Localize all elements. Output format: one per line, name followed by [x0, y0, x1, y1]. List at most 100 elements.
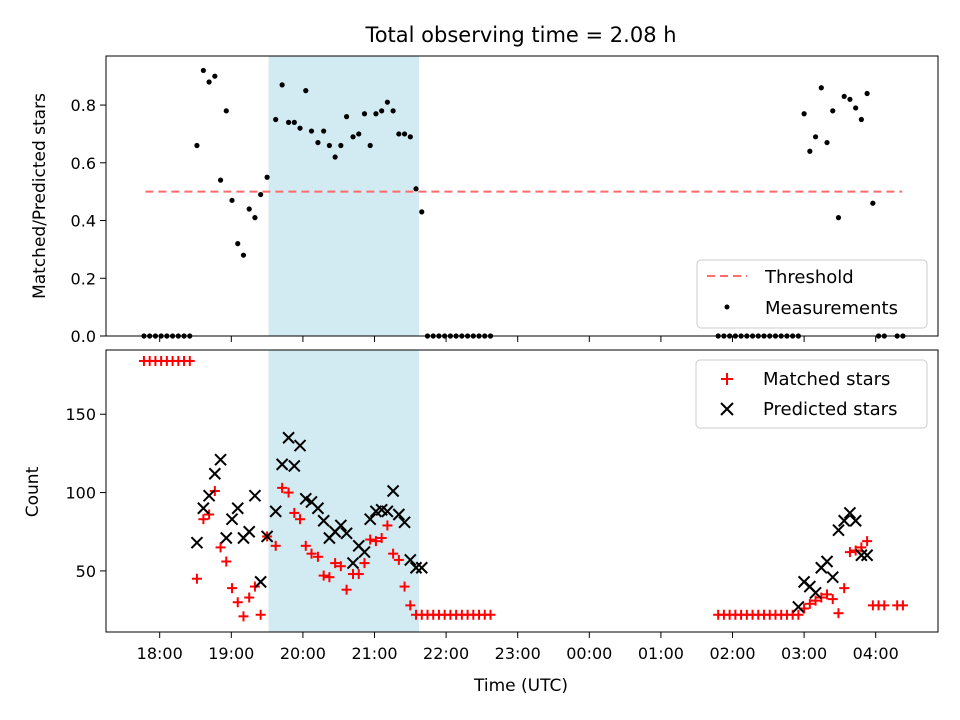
measurement-point: [396, 131, 402, 137]
measurement-point: [326, 142, 332, 149]
predicted-point: [363, 512, 377, 526]
matched-point: [335, 561, 346, 572]
bottom-panel: 50 100 150 18:00 19:00 20:00 21:00 22:00 23:00 0…: [23, 349, 939, 663]
bottom-y-tick-label: 150: [65, 405, 96, 424]
measurement-point: [853, 105, 859, 111]
measurement-point: [812, 134, 819, 140]
matched-point: [365, 534, 376, 545]
measurement-point: [841, 93, 847, 100]
measurement-point: [258, 191, 264, 198]
measurement-point: [413, 186, 419, 192]
measurement-point: [229, 197, 235, 203]
x-axis-label: Time (UTC): [473, 676, 568, 696]
predicted-point: [409, 561, 423, 574]
matched-point: [822, 589, 833, 600]
x-tick-label: 23:00: [495, 644, 541, 663]
measurement-point: [343, 114, 350, 120]
predicted-point: [837, 514, 851, 527]
matched-point: [405, 600, 416, 611]
top-y-tick-label: 0.6: [71, 154, 96, 173]
chart-title: Total observing time = 2.08 h: [364, 23, 676, 47]
matched-point: [793, 609, 804, 620]
predicted-point: [860, 549, 874, 562]
measurement-point: [194, 142, 200, 149]
predicted-point: [849, 514, 862, 527]
matched-point: [255, 609, 266, 620]
predicted-point: [242, 525, 256, 538]
predicted-point: [282, 431, 295, 444]
measurement-point: [235, 241, 241, 247]
matched-point: [215, 542, 226, 553]
predicted-point: [311, 502, 325, 515]
x-tick-label: 00:00: [566, 644, 612, 663]
predicted-point: [293, 439, 307, 452]
predicted-point: [254, 575, 267, 589]
measurement-point: [279, 82, 285, 88]
predicted-point: [398, 516, 411, 529]
matched-point: [232, 597, 243, 608]
predicted-point: [190, 536, 204, 549]
x-tick-label: 21:00: [351, 644, 397, 663]
x-tick-label: 02:00: [709, 644, 755, 663]
predicted-point: [855, 549, 868, 562]
matched-point: [300, 540, 311, 551]
x-tick-label: 22:00: [423, 644, 469, 663]
measurement-point: [315, 139, 321, 146]
predicted-point: [231, 502, 244, 515]
predicted-point: [826, 570, 839, 584]
measurement-point: [264, 174, 270, 180]
top-legend: Threshold Measurements: [696, 259, 928, 329]
top-series-dots: [141, 67, 906, 339]
matched-point: [844, 547, 855, 558]
x-tick-label: 01:00: [638, 644, 684, 663]
bottom-plot-frame: [105, 349, 939, 633]
matched-point: [312, 551, 323, 562]
matched-point: [318, 570, 329, 581]
top-plot-frame: [105, 55, 939, 337]
x-tick-label: 04:00: [853, 644, 899, 663]
predicted-point: [317, 514, 330, 527]
measurement-point: [285, 119, 292, 125]
matched-point: [204, 509, 215, 520]
measurement-point: [223, 108, 229, 114]
measurement-point: [847, 96, 853, 102]
predicted-point: [208, 467, 222, 480]
bottom-legend-box: [695, 359, 928, 429]
measurement-point: [824, 139, 830, 146]
predicted-point: [220, 531, 233, 545]
matched-point: [244, 592, 255, 603]
matched-point: [370, 536, 381, 547]
top-y-tick-label: 0.2: [71, 269, 96, 288]
predicted-point: [346, 556, 360, 570]
measurement-point: [252, 215, 258, 221]
predicted-point: [820, 555, 834, 568]
top-y-tick-label: 0.4: [71, 212, 96, 231]
matched-point: [353, 569, 364, 580]
measurement-point: [830, 108, 836, 114]
predicted-point: [843, 506, 857, 520]
predicted-point: [214, 453, 227, 466]
matched-point: [324, 572, 335, 583]
matched-point: [289, 507, 300, 518]
matched-point: [184, 355, 195, 366]
measurement-point: [297, 125, 303, 131]
measurement-point: [384, 99, 390, 105]
matched-point: [485, 609, 496, 620]
legend-measurements-marker: [724, 304, 730, 310]
matched-point: [359, 558, 370, 569]
measurement-point: [212, 73, 218, 79]
top-legend-box: [696, 259, 928, 329]
matched-point: [388, 548, 399, 559]
measurement-point: [240, 252, 247, 258]
measurement-point: [291, 119, 297, 125]
predicted-point: [275, 458, 289, 471]
measurement-point: [367, 142, 373, 149]
matched-point: [382, 520, 393, 531]
top-y-tick-label: 0.8: [71, 96, 96, 115]
matched-point: [191, 573, 202, 584]
top-shaded-interval: [268, 56, 419, 336]
predicted-point: [340, 527, 353, 540]
top-y-axis-label: Matched/Predicted stars: [30, 93, 50, 299]
measurement-point: [361, 111, 368, 117]
predicted-point: [415, 561, 428, 574]
